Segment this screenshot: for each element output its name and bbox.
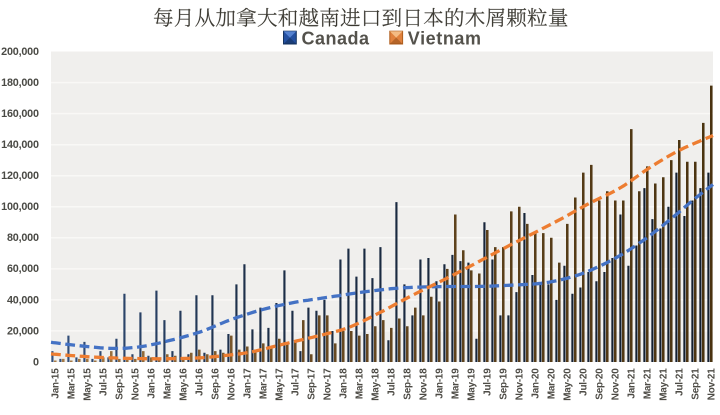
svg-text:Nov-17: Nov-17	[322, 368, 333, 400]
svg-text:Jul-20: Jul-20	[578, 368, 589, 396]
svg-text:Canada: Canada	[302, 29, 370, 49]
svg-text:Jan-21: Jan-21	[626, 368, 637, 399]
svg-text:Vietnam: Vietnam	[408, 29, 481, 49]
svg-text:Nov-20: Nov-20	[610, 368, 621, 400]
svg-text:40,000: 40,000	[7, 294, 39, 306]
svg-text:Jan-15: Jan-15	[50, 368, 61, 399]
svg-text:May-20: May-20	[562, 368, 573, 401]
svg-text:Mar-17: Mar-17	[258, 368, 269, 399]
svg-text:Jul-15: Jul-15	[98, 368, 109, 396]
svg-text:Nov-19: Nov-19	[514, 368, 525, 400]
svg-text:60,000: 60,000	[7, 263, 39, 275]
svg-text:140,000: 140,000	[1, 139, 39, 151]
svg-text:Sep-16: Sep-16	[210, 368, 221, 400]
svg-text:Sep-21: Sep-21	[690, 368, 701, 400]
svg-text:Mar-16: Mar-16	[162, 368, 173, 399]
svg-text:Jan-19: Jan-19	[434, 368, 445, 399]
svg-text:Nov-18: Nov-18	[418, 368, 429, 400]
svg-text:Sep-18: Sep-18	[402, 368, 413, 400]
svg-text:Jul-21: Jul-21	[674, 368, 685, 396]
svg-text:Jan-17: Jan-17	[242, 368, 253, 399]
svg-text:Nov-21: Nov-21	[706, 368, 717, 400]
svg-text:Jul-18: Jul-18	[386, 368, 397, 396]
svg-text:May-18: May-18	[370, 368, 381, 401]
svg-text:80,000: 80,000	[7, 232, 39, 244]
svg-text:Sep-19: Sep-19	[498, 368, 509, 400]
svg-text:Mar-20: Mar-20	[546, 368, 557, 399]
svg-text:Mar-15: Mar-15	[66, 368, 77, 399]
svg-text:180,000: 180,000	[1, 77, 39, 89]
svg-text:Sep-17: Sep-17	[306, 368, 317, 400]
svg-text:Mar-18: Mar-18	[354, 368, 365, 399]
svg-text:Nov-15: Nov-15	[130, 368, 141, 400]
svg-text:Jan-20: Jan-20	[530, 368, 541, 399]
svg-text:May-16: May-16	[178, 368, 189, 401]
svg-text:Mar-19: Mar-19	[450, 368, 461, 399]
svg-text:Jan-18: Jan-18	[338, 368, 349, 399]
svg-text:20,000: 20,000	[7, 325, 39, 337]
svg-text:200,000: 200,000	[1, 46, 39, 58]
svg-text:Jan-16: Jan-16	[146, 368, 157, 399]
svg-text:Mar-21: Mar-21	[642, 368, 653, 399]
svg-text:Sep-15: Sep-15	[114, 368, 125, 400]
svg-text:160,000: 160,000	[1, 108, 39, 120]
svg-text:120,000: 120,000	[1, 170, 39, 182]
svg-text:100,000: 100,000	[1, 201, 39, 213]
svg-text:Jul-17: Jul-17	[290, 368, 301, 396]
svg-text:Jul-19: Jul-19	[482, 368, 493, 396]
svg-text:May-15: May-15	[82, 368, 93, 401]
svg-text:Sep-20: Sep-20	[594, 368, 605, 400]
svg-text:0: 0	[33, 356, 39, 368]
svg-text:May-19: May-19	[466, 368, 477, 401]
svg-text:Nov-16: Nov-16	[226, 368, 237, 400]
svg-text:May-21: May-21	[658, 368, 669, 401]
svg-text:May-17: May-17	[274, 368, 285, 401]
svg-text:Jul-16: Jul-16	[194, 368, 205, 396]
